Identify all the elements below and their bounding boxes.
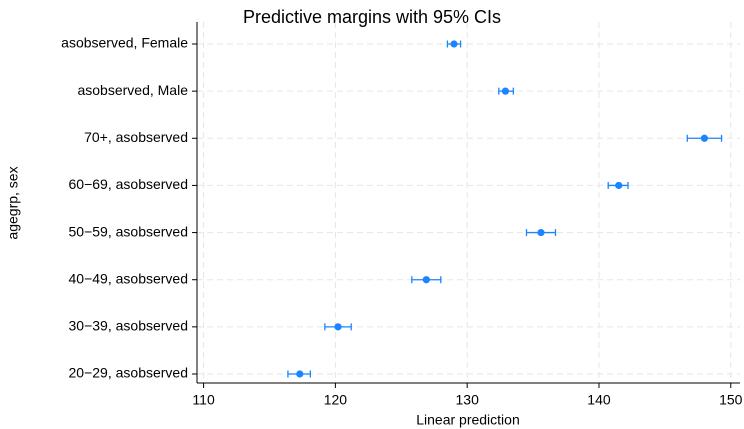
point <box>334 323 342 331</box>
x-axis-label: Linear prediction <box>416 412 520 428</box>
y-tick-label: 40−49, asobserved <box>69 270 188 286</box>
x-tick-label: 150 <box>719 392 743 408</box>
y-axis-label: agegrp, sex <box>5 166 21 239</box>
y-tick-label: asobserved, Female <box>61 35 188 51</box>
point <box>450 40 458 48</box>
y-tick-label: 60−69, asobserved <box>69 176 188 192</box>
point <box>700 134 709 142</box>
point <box>422 276 430 284</box>
x-tick-label: 120 <box>324 392 348 408</box>
point <box>296 370 304 378</box>
y-tick-label: 20−29, asobserved <box>69 365 188 381</box>
point <box>537 228 545 237</box>
y-tick-label: asobserved, Male <box>77 82 188 98</box>
x-tick-label: 140 <box>587 392 611 408</box>
chart-title: Predictive margins with 95% CIs <box>243 7 501 27</box>
y-tick-label: 30−39, asobserved <box>69 318 188 334</box>
y-tick-label: 50−59, asobserved <box>69 223 188 239</box>
y-tick-label: 70+, asobserved <box>84 129 188 145</box>
x-tick-label: 130 <box>456 392 480 408</box>
point <box>501 87 510 95</box>
point <box>615 181 623 190</box>
x-tick-label: 110 <box>192 392 215 408</box>
